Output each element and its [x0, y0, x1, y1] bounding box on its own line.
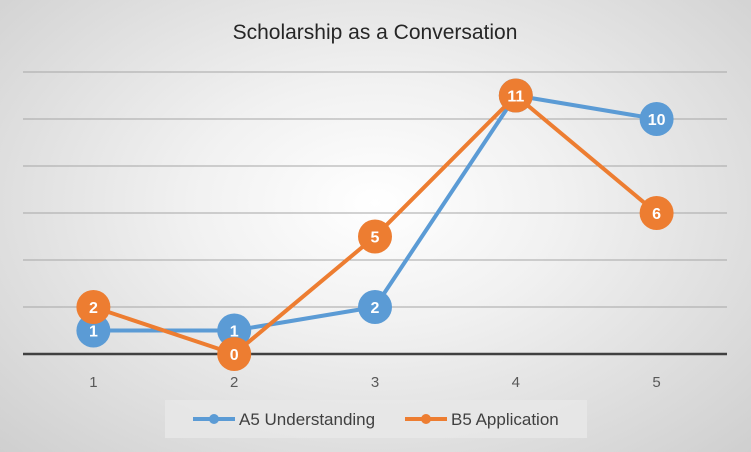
data-point — [498, 78, 533, 113]
x-tick-label: 5 — [652, 374, 660, 391]
data-point — [217, 337, 252, 371]
data-point — [217, 313, 252, 348]
data-label: 2 — [371, 300, 380, 317]
data-label: 11 — [507, 89, 524, 106]
chart-title: Scholarship as a Conversation — [233, 21, 518, 44]
series-1: 1121110 — [76, 78, 674, 348]
x-tick-label: 1 — [89, 374, 97, 391]
legend-entry: A5 Understanding — [193, 410, 375, 429]
x-tick-label: 4 — [512, 374, 520, 391]
data-point — [76, 313, 111, 348]
legend-marker — [421, 414, 431, 424]
data-label: 1 — [89, 324, 98, 341]
gridlines — [23, 71, 727, 356]
data-label: 1 — [230, 324, 239, 341]
data-point — [639, 102, 674, 136]
data-label: 6 — [652, 206, 661, 223]
legend-marker — [209, 414, 219, 424]
data-label: 0 — [230, 347, 239, 364]
series-layer: 1121110205116 — [76, 78, 674, 371]
legend-label: B5 Application — [451, 410, 559, 429]
data-label: 2 — [89, 300, 98, 317]
data-point — [76, 290, 111, 324]
x-tick-label: 2 — [230, 374, 238, 391]
legend-entry: B5 Application — [405, 410, 559, 429]
data-label: 10 — [648, 112, 666, 129]
x-axis: 1 2 3 4 5 — [89, 374, 661, 391]
legend-label: A5 Understanding — [239, 410, 375, 429]
data-point — [358, 290, 392, 324]
data-point — [358, 219, 392, 254]
legend: A5 Understanding B5 Application — [165, 400, 587, 438]
data-label: 5 — [371, 230, 380, 247]
x-tick-label: 3 — [371, 374, 379, 391]
data-point — [639, 196, 674, 230]
legend-box — [165, 400, 587, 438]
